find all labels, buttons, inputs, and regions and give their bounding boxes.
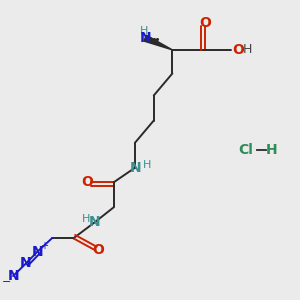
Text: H: H xyxy=(82,214,90,224)
Text: H: H xyxy=(266,143,277,157)
Text: O: O xyxy=(92,243,104,257)
Text: Cl: Cl xyxy=(238,143,253,157)
Text: H: H xyxy=(143,160,151,170)
Text: N: N xyxy=(139,31,151,45)
Text: O: O xyxy=(81,176,93,189)
Text: N: N xyxy=(20,256,32,270)
Text: N: N xyxy=(129,161,141,175)
Text: −: − xyxy=(2,277,11,287)
Text: O: O xyxy=(200,16,211,30)
Text: H: H xyxy=(140,26,148,36)
Text: O: O xyxy=(233,43,244,57)
Text: N: N xyxy=(7,269,19,283)
Text: +: + xyxy=(40,241,48,251)
Text: H: H xyxy=(243,44,252,56)
Text: N: N xyxy=(89,215,101,229)
Polygon shape xyxy=(144,35,172,50)
Text: N: N xyxy=(32,244,43,259)
